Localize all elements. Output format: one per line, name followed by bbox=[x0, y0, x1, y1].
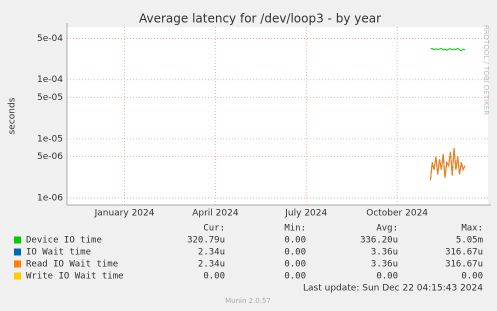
legend-value: 0.00 bbox=[284, 248, 306, 258]
x-tick-label: October 2024 bbox=[366, 209, 428, 219]
footer: Munin 2.0.57 bbox=[225, 297, 271, 305]
last-update: Last update: Sun Dec 22 04:15:43 2024 bbox=[303, 284, 483, 294]
y-tick-label: 1e-06 bbox=[37, 193, 63, 203]
x-tick-label: January 2024 bbox=[94, 209, 155, 219]
legend-value: 316.67u bbox=[445, 248, 483, 258]
legend-value: 0.00 bbox=[203, 272, 225, 282]
y-tick-label: 1e-04 bbox=[37, 75, 63, 85]
legend-entry: Read IO Wait time bbox=[26, 260, 118, 270]
plot-area bbox=[67, 27, 488, 205]
series-line bbox=[430, 47, 466, 52]
legend-header: Max: bbox=[461, 224, 483, 234]
legend-swatch bbox=[14, 236, 21, 244]
legend-value: 320.79u bbox=[187, 236, 225, 246]
legend-value: 0.00 bbox=[376, 272, 398, 282]
legend-value: 3.36u bbox=[371, 248, 398, 258]
y-tick-label: 5e-04 bbox=[37, 34, 63, 44]
legend-value: 316.67u bbox=[445, 260, 483, 270]
legend-value: 0.00 bbox=[284, 236, 306, 246]
chart-title: Average latency for /dev/loop3 - by year bbox=[139, 12, 381, 26]
legend-swatch bbox=[14, 260, 21, 268]
legend-value: 336.20u bbox=[360, 236, 398, 246]
y-tick-label: 1e-05 bbox=[37, 134, 63, 144]
y-tick-label: 5e-05 bbox=[37, 93, 63, 103]
legend-header: Avg: bbox=[376, 224, 398, 234]
legend-value: 2.34u bbox=[198, 260, 225, 270]
legend-value: 3.36u bbox=[371, 260, 398, 270]
legend-swatch bbox=[14, 272, 21, 280]
legend-value: 5.05m bbox=[456, 236, 483, 246]
legend-header: Min: bbox=[284, 224, 306, 234]
side-text: RRDTOOL / TOBI OETIKER bbox=[482, 25, 490, 115]
series-line bbox=[429, 147, 466, 181]
legend-swatch bbox=[14, 248, 21, 256]
legend-value: 0.00 bbox=[461, 272, 483, 282]
y-tick-label: 5e-06 bbox=[37, 152, 63, 162]
legend-value: 2.34u bbox=[198, 248, 225, 258]
legend-entry: Device IO time bbox=[26, 236, 102, 246]
legend-entry: Write IO Wait time bbox=[26, 272, 124, 282]
y-axis-label: seconds bbox=[8, 97, 18, 134]
legend-header: Cur: bbox=[203, 224, 225, 234]
legend-entry: IO Wait time bbox=[26, 248, 91, 258]
x-tick-label: April 2024 bbox=[192, 209, 239, 219]
legend-value: 0.00 bbox=[284, 260, 306, 270]
legend-value: 0.00 bbox=[284, 272, 306, 282]
x-tick-label: July 2024 bbox=[284, 209, 327, 219]
